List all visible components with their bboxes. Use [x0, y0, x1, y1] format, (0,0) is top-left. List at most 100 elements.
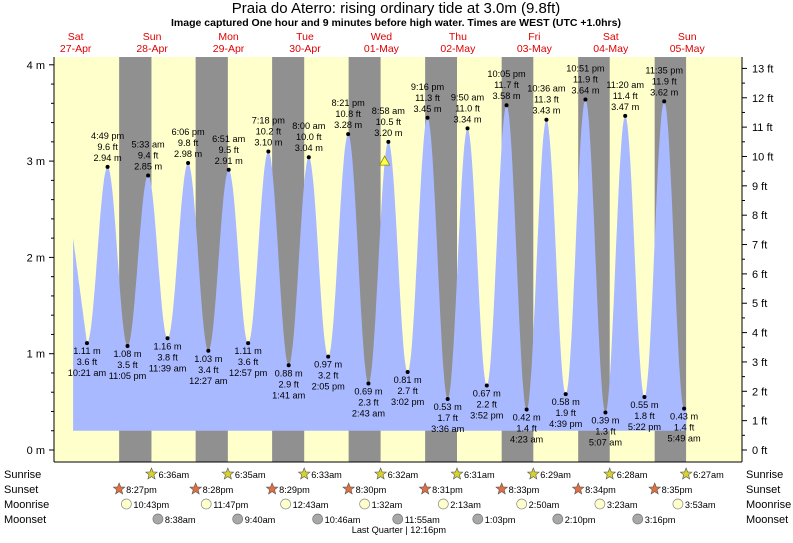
- sunset-time: 8:33pm: [509, 485, 540, 495]
- high-tide-m: 2.98 m: [174, 149, 202, 159]
- sunrise-time: 6:27am: [693, 470, 724, 480]
- low-tide-time: 11:39 am: [149, 363, 187, 373]
- high-tide-ft: 9.8 ft: [178, 138, 199, 148]
- low-tide-time: 1:41 am: [272, 390, 306, 400]
- sunrise-time: 6:28am: [617, 470, 648, 480]
- day-date: 27-Apr: [60, 43, 92, 55]
- high-tide-ft: 9.5 ft: [218, 145, 239, 155]
- low-tide-m: 0.67 m: [473, 388, 501, 398]
- sunrise-time: 6:29am: [540, 470, 571, 480]
- right-tick-label: 2 ft: [752, 386, 767, 398]
- sunrise-time: 6:32am: [388, 470, 419, 480]
- low-tide-time: 2:43 am: [352, 409, 386, 419]
- sunrise-icon: [221, 467, 235, 480]
- low-tide-ft: 2.2 ft: [477, 399, 498, 409]
- high-tide-ft: 10.8 ft: [335, 109, 361, 119]
- high-tide-time: 10:36 am: [527, 84, 566, 94]
- moonrise-time: 10:43pm: [133, 500, 169, 510]
- sunrise-icon: [526, 467, 540, 480]
- high-tide-ft: 11.3 ft: [534, 95, 559, 105]
- chart-subtitle: Image captured One hour and 9 minutes be…: [171, 17, 621, 29]
- high-tide-point: [544, 117, 549, 122]
- row-label-right: Sunset: [746, 484, 780, 496]
- high-tide-point: [504, 103, 509, 108]
- chart-title: Praia do Aterro: rising ordinary tide at…: [232, 0, 560, 17]
- row-label-left: Moonset: [4, 514, 46, 526]
- high-tide-m: 2.85 m: [134, 162, 162, 172]
- moonrise-icon: [437, 498, 449, 510]
- day-name: Mon: [218, 31, 239, 43]
- high-tide-time: 9:16 pm: [411, 82, 445, 92]
- sunrise-icon: [679, 467, 693, 480]
- high-tide-time: 8:58 am: [372, 106, 406, 116]
- low-tide-m: 1.16 m: [154, 341, 182, 351]
- high-tide-m: 3.28 m: [334, 120, 362, 130]
- high-tide-m: 3.47 m: [611, 102, 639, 112]
- high-tide-time: 9:50 am: [451, 92, 485, 102]
- sunrise-icon: [603, 467, 617, 480]
- high-tide-time: 4:49 pm: [91, 131, 125, 141]
- low-tide-time: 12:27 am: [189, 376, 228, 386]
- sunrise-time: 6:35am: [235, 470, 266, 480]
- row-label-left: Sunset: [4, 484, 38, 496]
- high-tide-time: 10:51 pm: [566, 63, 605, 73]
- low-tide-m: 0.69 m: [354, 387, 382, 397]
- low-tide-ft: 1.7 ft: [437, 413, 458, 423]
- high-tide-ft: 10.5 ft: [376, 117, 402, 127]
- high-tide-point: [623, 113, 628, 118]
- high-tide-ft: 9.6 ft: [97, 142, 118, 152]
- day-date: 30-Apr: [289, 43, 321, 55]
- day-name: Sun: [143, 31, 162, 43]
- moonrise-icon: [280, 498, 291, 510]
- low-tide-m: 0.39 m: [591, 415, 619, 425]
- sunrise-icon: [374, 467, 388, 480]
- sunrise-time: 6:31am: [464, 470, 495, 480]
- high-tide-m: 3.34 m: [453, 114, 481, 124]
- low-tide-time: 4:39 pm: [549, 419, 583, 429]
- day-date: 02-May: [440, 43, 476, 55]
- sun-moon-rows: Sunrise Sunrise Sunset Sunset Moonrise Moonri…: [4, 467, 791, 535]
- high-tide-point: [465, 126, 470, 131]
- high-tide-point: [186, 161, 191, 166]
- low-tide-m: 0.97 m: [314, 360, 342, 370]
- moonrise-time: 2:50am: [529, 500, 560, 510]
- low-tide-m: 1.11 m: [234, 346, 262, 356]
- day-name: Sat: [68, 31, 84, 43]
- high-tide-ft: 10.0 ft: [296, 132, 322, 142]
- low-tide-ft: 3.2 ft: [318, 371, 339, 381]
- low-tide-m: 0.53 m: [434, 402, 462, 412]
- low-tide-m: 0.58 m: [552, 397, 580, 407]
- right-tick-label: 13 ft: [752, 63, 773, 75]
- high-tide-point: [226, 167, 231, 172]
- row-label-right: Moonrise: [746, 499, 791, 511]
- day-date: 03-May: [517, 43, 553, 55]
- high-tide-ft: 11.7 ft: [494, 80, 519, 90]
- high-tide-time: 11:20 am: [606, 80, 644, 90]
- low-tide-ft: 1.9 ft: [555, 408, 576, 418]
- high-tide-m: 3.64 m: [571, 85, 599, 95]
- low-tide-point: [563, 392, 568, 397]
- moonset-time: 1:03pm: [485, 515, 516, 525]
- low-tide-m: 1.03 m: [194, 354, 222, 364]
- low-tide-point: [405, 369, 410, 374]
- day-date: 01-May: [364, 43, 400, 55]
- moonset-icon: [232, 513, 244, 525]
- low-tide-point: [84, 341, 89, 346]
- tide-area: [73, 99, 687, 431]
- moonset-icon: [632, 513, 644, 525]
- right-tick-label: 11 ft: [752, 122, 773, 134]
- low-tide-time: 2:05 pm: [312, 382, 346, 392]
- sunrise-icon: [297, 467, 311, 480]
- moonset-icon: [552, 513, 564, 525]
- moonrise-icon: [200, 498, 212, 510]
- low-tide-time: 4:23 am: [510, 435, 544, 445]
- low-tide-point: [165, 336, 170, 341]
- low-tide-time: 11:05 pm: [109, 371, 147, 381]
- high-tide-time: 6:51 am: [212, 134, 246, 144]
- moonset-time: 8:38am: [165, 515, 196, 525]
- right-tick-label: 0 ft: [752, 445, 767, 457]
- high-tide-time: 10:05 pm: [487, 69, 526, 79]
